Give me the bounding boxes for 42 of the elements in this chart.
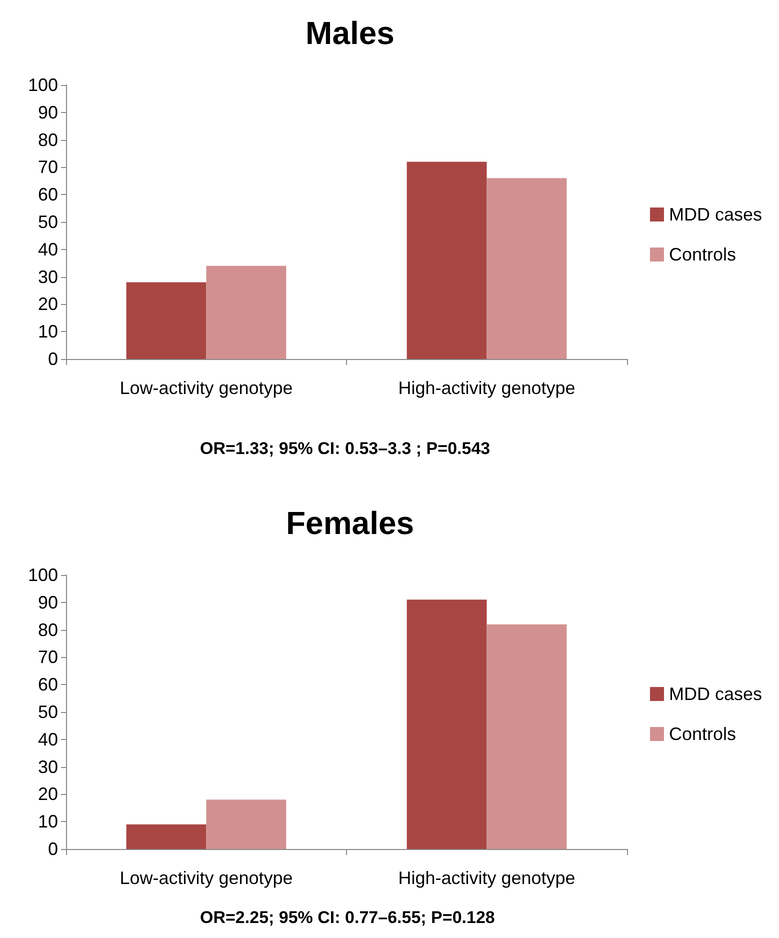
y-tick-label: 100: [28, 565, 58, 585]
bar: [206, 266, 286, 359]
y-tick-label: 90: [38, 592, 58, 612]
y-tick-label: 90: [38, 102, 58, 122]
legend-label: MDD cases: [668, 684, 762, 704]
x-tick-label: High-activity genotype: [398, 868, 576, 888]
bar: [406, 162, 487, 359]
y-tick-label: 40: [38, 729, 58, 750]
bar: [126, 824, 206, 849]
y-tick-label: 10: [38, 812, 58, 832]
y-tick-label: 80: [38, 130, 58, 150]
text: OR=1.33; 95% CI: 0.53–3.3 ; P=0.543: [200, 439, 490, 458]
y-tick-label: 60: [38, 674, 58, 695]
bar: [206, 800, 286, 849]
chart-title: Females: [286, 505, 414, 541]
bar: [486, 178, 567, 359]
y-tick-label: 40: [38, 239, 58, 260]
y-tick-label: 60: [38, 184, 58, 205]
bar: [406, 600, 487, 849]
y-tick-label: 0: [48, 839, 58, 859]
y-tick-label: 70: [38, 647, 58, 668]
y-tick-label: 10: [38, 322, 58, 342]
y-tick-label: 30: [38, 266, 58, 287]
y-tick-label: 20: [38, 784, 58, 804]
bar: [126, 282, 206, 359]
legend-label: Controls: [668, 724, 736, 744]
bar: [486, 624, 567, 849]
y-tick-label: 30: [38, 756, 58, 777]
y-tick-label: 80: [38, 620, 58, 640]
x-tick-label: High-activity genotype: [398, 378, 576, 398]
y-tick-label: 100: [28, 75, 58, 95]
legend-label: MDD cases: [668, 204, 762, 224]
x-tick-label: Low-activity genotype: [120, 378, 293, 398]
legend-label: Controls: [668, 244, 736, 264]
chart-title: Males: [306, 15, 394, 51]
y-tick-label: 0: [48, 349, 58, 369]
y-tick-label: 70: [38, 157, 58, 178]
y-tick-label: 20: [38, 294, 58, 314]
y-tick-label: 50: [38, 212, 58, 232]
x-tick-label: Low-activity genotype: [120, 868, 293, 888]
text: OR=2.25; 95% CI: 0.77–6.55; P=0.128: [200, 908, 495, 927]
y-tick-label: 50: [38, 702, 58, 722]
